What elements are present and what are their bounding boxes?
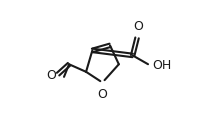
Text: OH: OH [152,59,171,72]
Text: O: O [133,20,143,33]
Text: O: O [97,88,107,101]
Text: O: O [46,69,56,82]
